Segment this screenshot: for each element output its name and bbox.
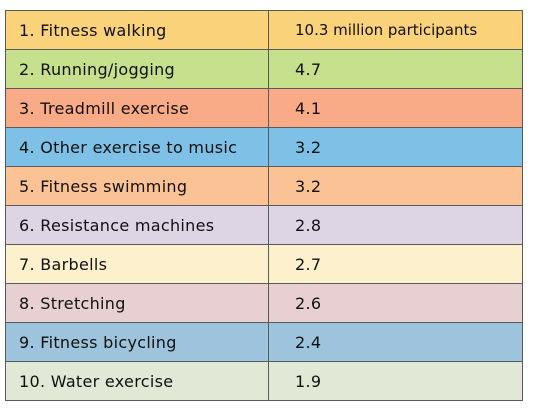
participants-value: 4.7 [268, 49, 523, 89]
participants-value: 2.6 [268, 283, 523, 323]
participants-value: 4.1 [268, 88, 523, 128]
participants-value: 3.2 [268, 166, 523, 206]
table-row: 9. Fitness bicycling 2.4 [5, 322, 523, 362]
activity-label: 4. Other exercise to music [5, 127, 269, 167]
activity-label: 8. Stretching [5, 283, 269, 323]
table-row: 8. Stretching 2.6 [5, 283, 523, 323]
participants-value: 2.4 [268, 322, 523, 362]
activity-label: 6. Resistance machines [5, 205, 269, 245]
table-row: 1. Fitness walking 10.3 million participa… [5, 10, 523, 50]
participants-value: 2.7 [268, 244, 523, 284]
participation-table: 1. Fitness walking 10.3 million participa… [5, 10, 523, 401]
participants-value: 10.3 million participants [268, 10, 523, 50]
table-body: 1. Fitness walking 10.3 million participa… [5, 10, 523, 401]
activity-label: 7. Barbells [5, 244, 269, 284]
participants-value: 3.2 [268, 127, 523, 167]
table-row: 10. Water exercise 1.9 [5, 361, 523, 401]
table-row: 5. Fitness swimming 3.2 [5, 166, 523, 206]
activity-label: 9. Fitness bicycling [5, 322, 269, 362]
participants-value: 1.9 [268, 361, 523, 401]
activity-label: 3. Treadmill exercise [5, 88, 269, 128]
activity-label: 5. Fitness swimming [5, 166, 269, 206]
activity-label: 2. Running/jogging [5, 49, 269, 89]
activity-label: 1. Fitness walking [5, 10, 269, 50]
table-row: 2. Running/jogging 4.7 [5, 49, 523, 89]
table-row: 3. Treadmill exercise 4.1 [5, 88, 523, 128]
table-row: 4. Other exercise to music 3.2 [5, 127, 523, 167]
table-row: 6. Resistance machines 2.8 [5, 205, 523, 245]
table-row: 7. Barbells 2.7 [5, 244, 523, 284]
participants-value: 2.8 [268, 205, 523, 245]
activity-label: 10. Water exercise [5, 361, 269, 401]
